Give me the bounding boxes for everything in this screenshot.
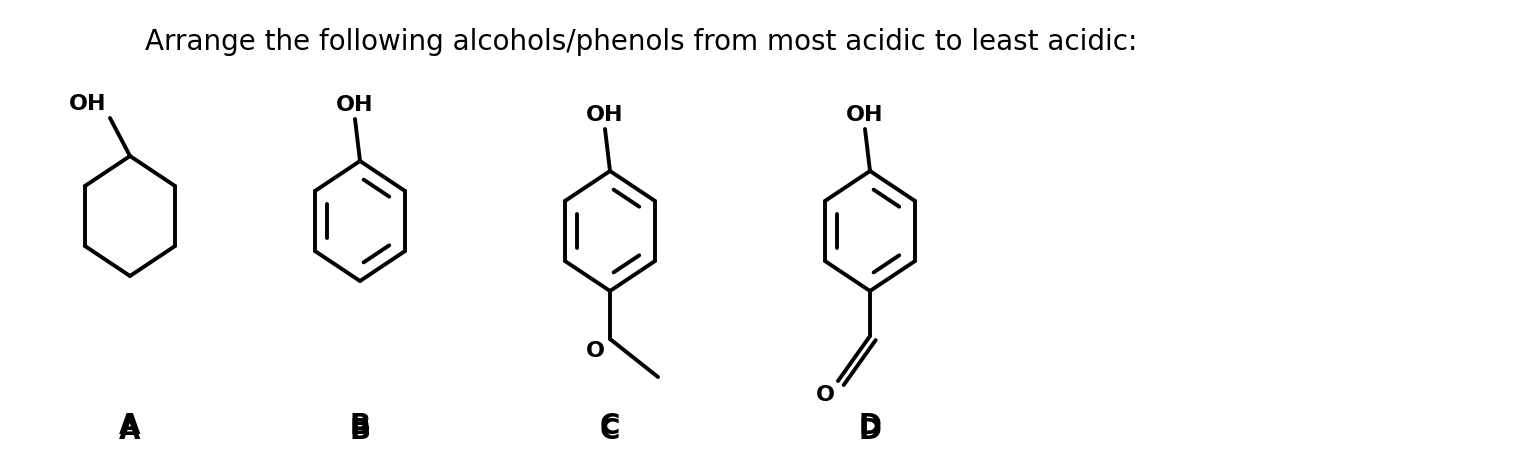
Text: O: O [816, 385, 835, 405]
Text: C: C [600, 417, 620, 445]
Text: A: A [119, 417, 140, 445]
Text: OH: OH [69, 94, 105, 114]
Text: OH: OH [336, 95, 374, 115]
Text: Arrange the following alcohols/phenols from most acidic to least acidic:: Arrange the following alcohols/phenols f… [145, 28, 1137, 56]
Text: D: D [859, 412, 882, 440]
Text: A: A [119, 412, 140, 440]
Text: B: B [349, 412, 371, 440]
Text: OH: OH [847, 105, 884, 125]
Text: OH: OH [586, 105, 624, 125]
Text: O: O [586, 341, 604, 361]
Text: B: B [349, 417, 371, 445]
Text: D: D [859, 417, 882, 445]
Text: C: C [600, 412, 620, 440]
